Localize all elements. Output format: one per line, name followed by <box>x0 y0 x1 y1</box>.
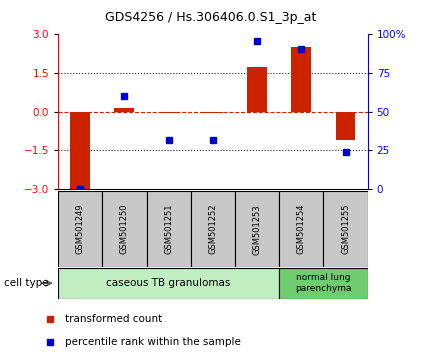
Text: normal lung
parenchyma: normal lung parenchyma <box>295 274 352 293</box>
Bar <box>114 108 134 112</box>
Text: GSM501249: GSM501249 <box>76 204 85 255</box>
Bar <box>203 112 223 113</box>
Text: GSM501253: GSM501253 <box>252 204 261 255</box>
Bar <box>279 268 368 299</box>
Text: GSM501250: GSM501250 <box>120 204 129 255</box>
Bar <box>191 191 235 267</box>
Text: transformed count: transformed count <box>64 314 162 324</box>
Text: cell type: cell type <box>4 278 49 288</box>
Text: percentile rank within the sample: percentile rank within the sample <box>64 337 240 347</box>
Bar <box>292 47 311 112</box>
Bar <box>70 112 90 189</box>
Text: GSM501254: GSM501254 <box>297 204 306 255</box>
Text: GDS4256 / Hs.306406.0.S1_3p_at: GDS4256 / Hs.306406.0.S1_3p_at <box>105 11 316 24</box>
Bar <box>323 191 368 267</box>
Bar <box>147 191 191 267</box>
Bar <box>335 112 356 140</box>
Bar <box>58 191 102 267</box>
Bar <box>159 112 178 113</box>
Text: GSM501252: GSM501252 <box>209 204 217 255</box>
Text: GSM501255: GSM501255 <box>341 204 350 255</box>
Text: caseous TB granulomas: caseous TB granulomas <box>107 278 231 288</box>
Bar <box>279 191 323 267</box>
Bar <box>235 191 279 267</box>
Text: GSM501251: GSM501251 <box>164 204 173 255</box>
Bar <box>58 268 279 299</box>
Bar <box>247 67 267 112</box>
Bar <box>102 191 147 267</box>
